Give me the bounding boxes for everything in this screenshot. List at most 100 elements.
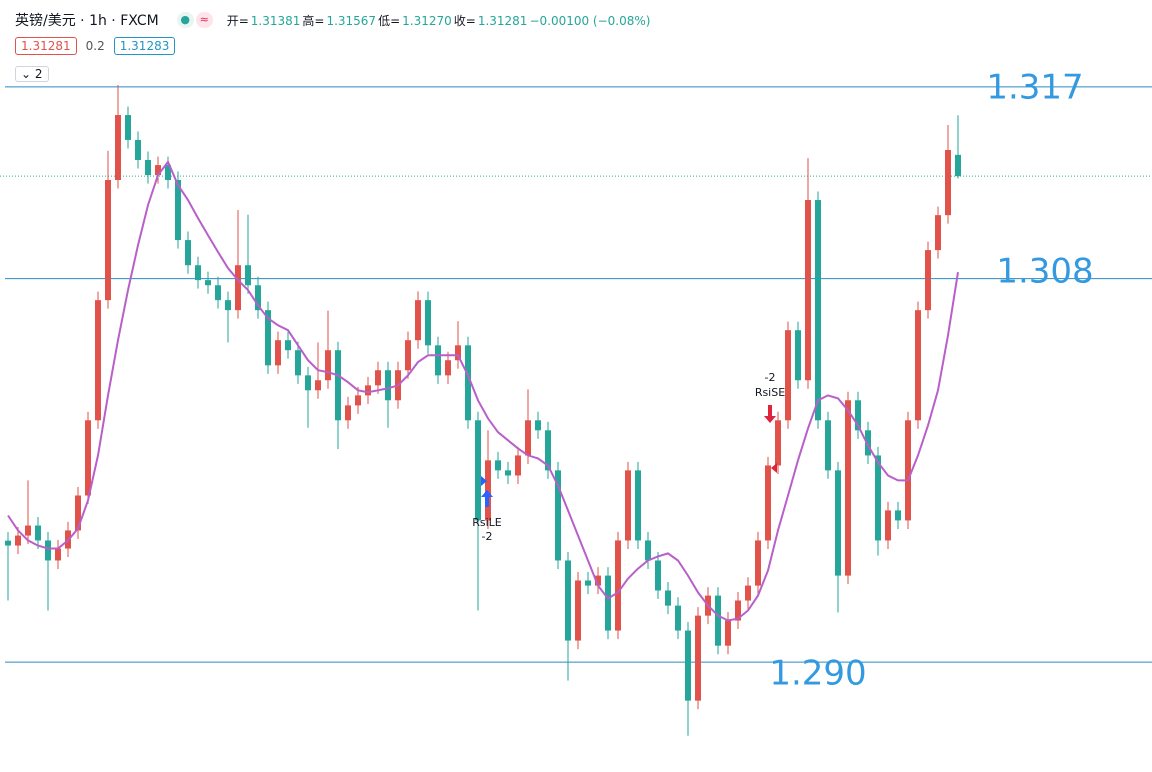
candle-body bbox=[645, 540, 651, 561]
candle-body bbox=[265, 310, 271, 366]
level-label: 1.317 bbox=[986, 68, 1083, 108]
ask-badge[interactable]: 1.31283 bbox=[113, 37, 176, 55]
candle-body bbox=[305, 375, 311, 391]
candle-body bbox=[825, 420, 831, 471]
signal-arrow bbox=[764, 405, 776, 423]
ohlc-label: 低= bbox=[378, 13, 401, 28]
candle-body bbox=[925, 250, 931, 311]
candle-body bbox=[75, 495, 81, 531]
candle-body bbox=[545, 430, 551, 471]
candle-body bbox=[505, 470, 511, 476]
change: −0.00100 (−0.08%) bbox=[529, 13, 651, 28]
candle-body bbox=[655, 560, 661, 591]
candle-body bbox=[795, 330, 801, 381]
bid-badge[interactable]: 1.31281 bbox=[15, 37, 77, 55]
candle-body bbox=[575, 580, 581, 641]
candle-body bbox=[325, 350, 331, 381]
ohlc-label: 高= bbox=[302, 13, 325, 28]
candle-body bbox=[605, 575, 611, 631]
candle-body bbox=[665, 590, 671, 606]
candle-body bbox=[555, 470, 561, 561]
candle-body bbox=[675, 605, 681, 631]
candle-body bbox=[145, 159, 151, 176]
level-label: 1.290 bbox=[769, 654, 866, 694]
candle-body bbox=[535, 420, 541, 431]
candle-body bbox=[615, 540, 621, 631]
candle-body bbox=[195, 265, 201, 281]
ma-line bbox=[7, 159, 959, 622]
candle-body bbox=[725, 620, 731, 646]
candle-body bbox=[245, 265, 251, 286]
candle-body bbox=[385, 370, 391, 401]
candle-body bbox=[885, 510, 891, 541]
candle-body bbox=[955, 154, 961, 177]
status-icon[interactable]: ● bbox=[176, 12, 194, 28]
candle-body bbox=[105, 180, 111, 301]
candle-body bbox=[855, 400, 861, 431]
signal-marker bbox=[771, 463, 777, 473]
candle-body bbox=[625, 470, 631, 541]
candle-body bbox=[235, 265, 241, 311]
candle-body bbox=[155, 165, 161, 176]
candle-body bbox=[695, 615, 701, 701]
candle-body bbox=[205, 280, 211, 286]
candle-body bbox=[315, 380, 321, 391]
candle-body bbox=[295, 350, 301, 376]
candle-body bbox=[525, 420, 531, 456]
candle-body bbox=[285, 340, 291, 351]
candle-body bbox=[485, 460, 491, 521]
ohlc-value: 1.31281 bbox=[477, 13, 528, 28]
candle-body bbox=[55, 548, 61, 561]
spread: 0.2 bbox=[85, 39, 105, 53]
candle-body bbox=[515, 455, 521, 476]
candle-body bbox=[585, 580, 591, 586]
ohlc-label: 收= bbox=[453, 13, 476, 28]
ohlc-value: 1.31567 bbox=[326, 13, 377, 28]
candle-body bbox=[595, 575, 601, 586]
candle-body bbox=[445, 360, 451, 376]
candle-body bbox=[895, 510, 901, 521]
signal: RsiLE-2 bbox=[472, 476, 502, 543]
candle-body bbox=[815, 200, 821, 421]
indicator-toggle[interactable]: ⌄ 2 bbox=[15, 66, 49, 82]
candle-body bbox=[45, 540, 51, 561]
signal-label: RsiSE bbox=[755, 386, 785, 399]
price-row: 1.31281 0.2 1.31283 bbox=[15, 37, 176, 55]
candle-body bbox=[25, 525, 31, 536]
candle-body bbox=[175, 180, 181, 241]
candle-body bbox=[5, 540, 11, 546]
compare-icon[interactable]: ≈ bbox=[195, 12, 213, 28]
candle-body bbox=[455, 345, 461, 361]
candle-body bbox=[475, 420, 481, 521]
candle-body bbox=[435, 345, 441, 376]
candle-body bbox=[85, 420, 91, 496]
candle-body bbox=[425, 300, 431, 346]
candle-body bbox=[225, 300, 231, 311]
candle-body bbox=[745, 585, 751, 601]
candle-body bbox=[635, 470, 641, 541]
ohlc-value: 1.31381 bbox=[250, 13, 301, 28]
candle-body bbox=[935, 215, 941, 251]
indicator-count: 2 bbox=[34, 67, 43, 81]
candle-body bbox=[185, 240, 191, 266]
candle-body bbox=[125, 115, 131, 140]
candle-body bbox=[845, 400, 851, 576]
candle-body bbox=[715, 595, 721, 646]
candle-body bbox=[755, 540, 761, 586]
ohlc: 开= 1.31381 高= 1.31567 低= 1.31270 收= 1.31281 −0.0… bbox=[227, 12, 653, 29]
candle-body bbox=[565, 560, 571, 641]
candle-body bbox=[835, 470, 841, 576]
indicator-row: ⌄ 2 bbox=[15, 66, 49, 82]
candle-body bbox=[915, 310, 921, 421]
level-label: 1.308 bbox=[996, 252, 1093, 292]
ohlc-label: 开= bbox=[226, 13, 249, 28]
candle-body bbox=[95, 300, 101, 421]
candle-body bbox=[115, 115, 121, 181]
candle-body bbox=[765, 465, 771, 541]
candle-body bbox=[165, 165, 171, 181]
candle-body bbox=[335, 350, 341, 421]
candle-body bbox=[775, 420, 781, 466]
symbol[interactable]: 英镑/美元 · 1h · FXCM bbox=[15, 13, 159, 29]
